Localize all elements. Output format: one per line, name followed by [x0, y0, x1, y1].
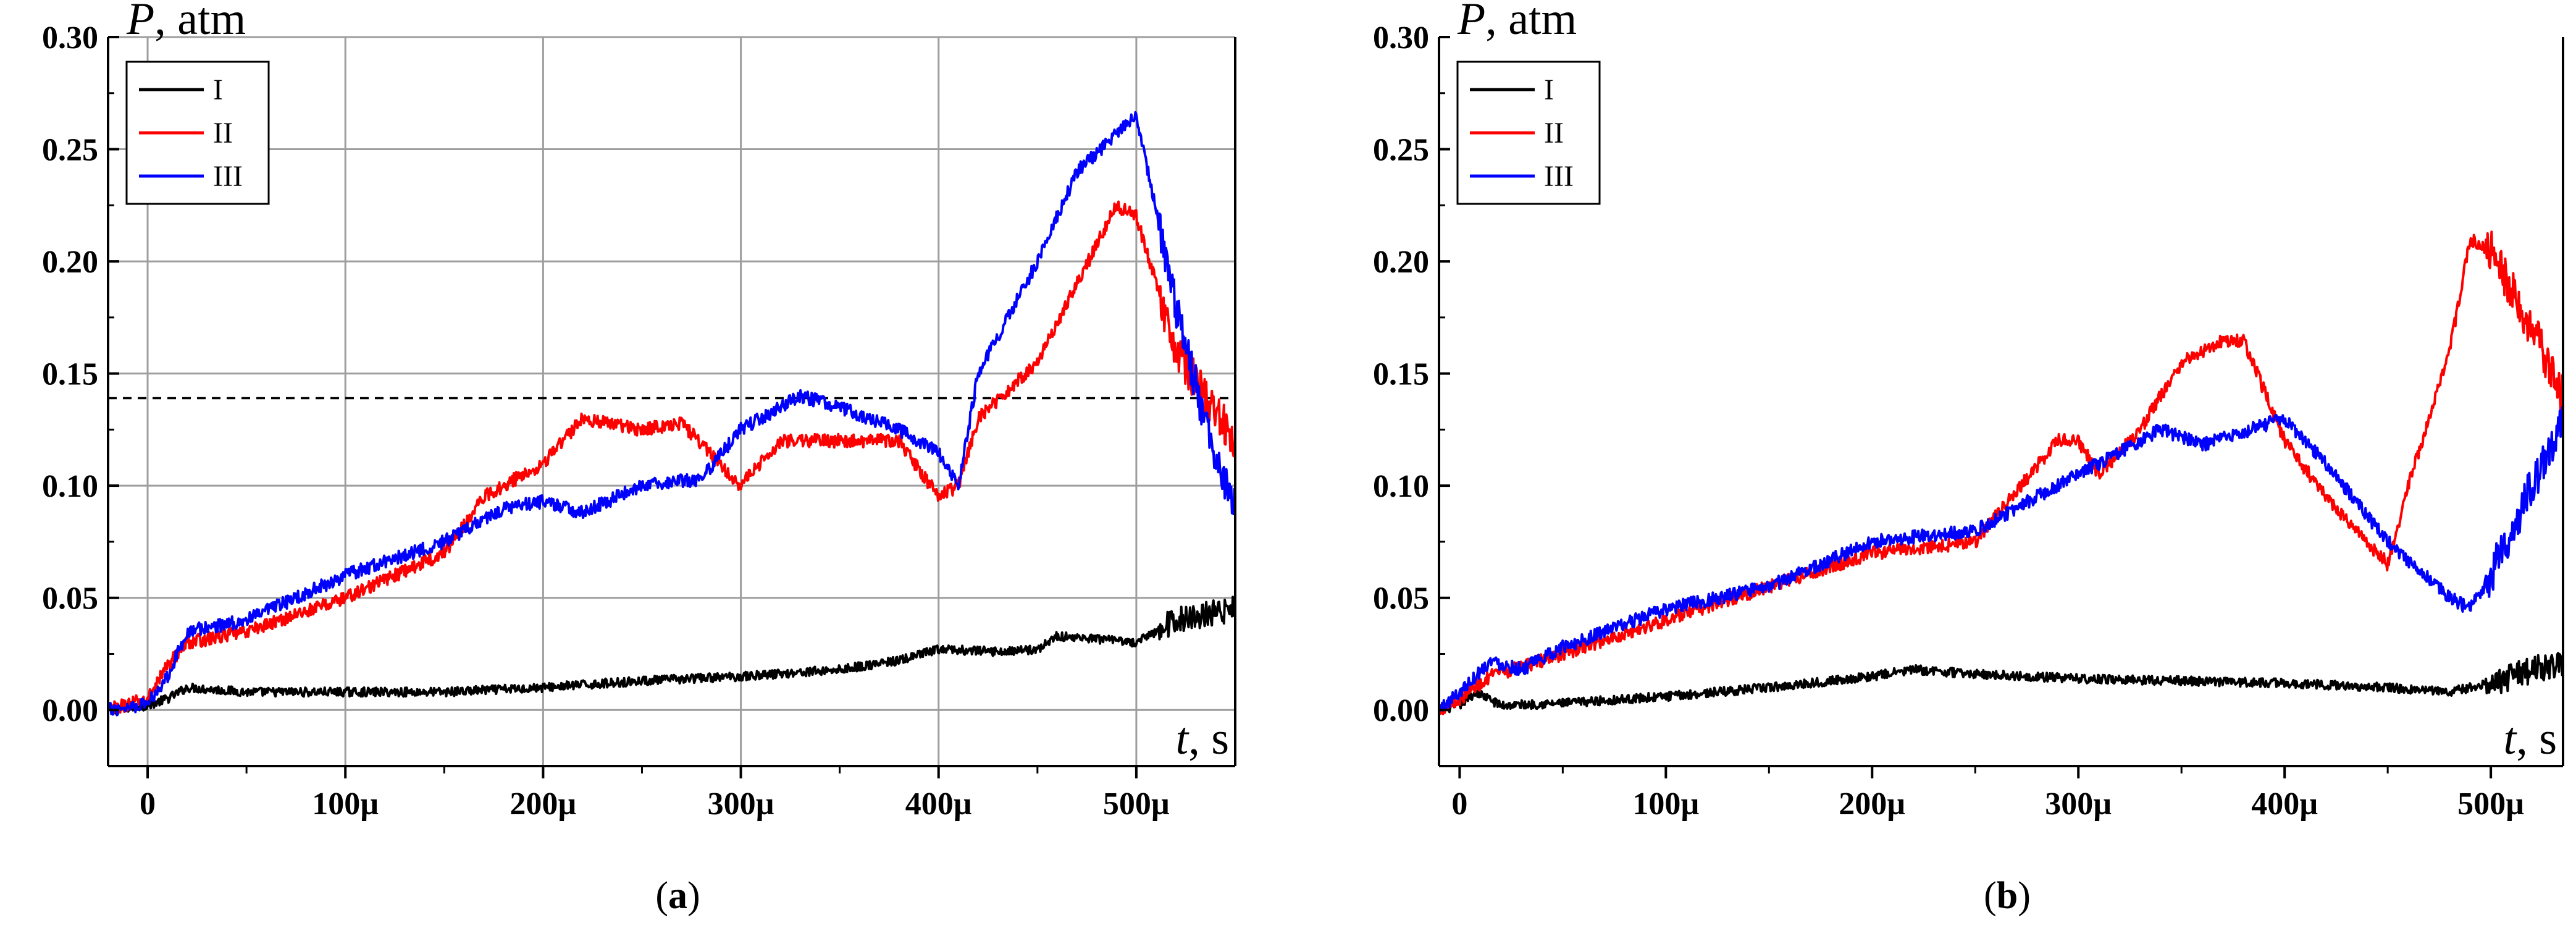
xlabel-a: t, s	[1176, 714, 1229, 764]
x-tick-label: 300µ	[2045, 786, 2112, 822]
ylabel-var-a: P	[126, 0, 154, 44]
series-line-II	[1438, 230, 2564, 715]
y-tick-label: 0.05	[42, 581, 98, 617]
ticks-b: 0.00 0.05 0.10 0.15 0.20 0.25 0.30 0 100µ 200µ 300…	[1373, 20, 2524, 822]
legend-label-I: I	[213, 74, 223, 106]
y-tick-label: 0.00	[42, 693, 98, 728]
caption-a: (a)	[655, 875, 700, 917]
y-tick-label: 0.05	[1373, 581, 1429, 617]
series-b	[1438, 230, 2564, 715]
series-line-III	[1438, 406, 2564, 712]
legend-label-III: III	[1544, 160, 1574, 193]
caption-letter-a: a	[668, 875, 687, 917]
panel-b: 0.00 0.05 0.10 0.15 0.20 0.25 0.30 0 100µ 200µ 300…	[1373, 0, 2564, 917]
legend-label-II: II	[1544, 117, 1564, 150]
grid-a	[108, 36, 1235, 766]
series-line-I	[1438, 652, 2564, 714]
y-tick-label: 0.15	[42, 357, 98, 392]
xlabel-b: t, s	[2504, 714, 2557, 764]
x-tick-label: 200µ	[1839, 786, 1905, 822]
axes-b	[1438, 37, 2564, 767]
x-tick-label: 0	[140, 786, 156, 822]
x-tick-label: 0	[1451, 786, 1467, 822]
x-tick-label: 400µ	[2251, 786, 2318, 822]
y-tick-label: 0.00	[1373, 693, 1429, 728]
series-line-I	[107, 596, 1236, 715]
y-tick-label: 0.25	[1373, 133, 1429, 168]
xlabel-var-a: t	[1176, 714, 1190, 764]
legend-label-III: III	[213, 160, 243, 193]
ylabel-var-b: P	[1457, 0, 1485, 44]
y-tick-label: 0.30	[1373, 20, 1429, 56]
ylabel-unit-b: , atm	[1485, 0, 1577, 44]
y-tick-label: 0.15	[1373, 357, 1429, 392]
y-tick-label: 0.25	[42, 133, 98, 168]
series-a	[107, 111, 1236, 717]
series-line-III	[107, 111, 1236, 717]
x-tick-label: 300µ	[708, 786, 774, 822]
x-tick-label: 100µ	[312, 786, 379, 822]
y-tick-label: 0.20	[1373, 245, 1429, 280]
legend-label-II: II	[213, 117, 233, 150]
y-tick-label: 0.10	[1373, 469, 1429, 504]
x-tick-label: 500µ	[2457, 786, 2524, 822]
caption-letter-b: b	[1997, 875, 2018, 917]
xlabel-unit-a: , s	[1188, 714, 1229, 764]
x-tick-label: 500µ	[1103, 786, 1170, 822]
caption-b: (b)	[1984, 875, 2031, 917]
y-tick-label: 0.10	[42, 469, 98, 504]
series-line-II	[107, 200, 1236, 714]
x-tick-label: 100µ	[1632, 786, 1699, 822]
ylabel-b: P, atm	[1457, 0, 1577, 44]
ylabel-unit-a: , atm	[154, 0, 246, 44]
axes-a	[107, 37, 1236, 767]
xlabel-var-b: t	[2504, 714, 2518, 764]
x-tick-label: 400µ	[905, 786, 972, 822]
legend-label-I: I	[1544, 74, 1554, 106]
xlabel-unit-b: , s	[2516, 714, 2557, 764]
ticks-a: 0.00 0.05 0.10 0.15 0.20 0.25 0.30 0 100µ 200µ 300…	[42, 20, 1170, 822]
x-tick-label: 200µ	[510, 786, 576, 822]
y-tick-label: 0.20	[42, 245, 98, 280]
ylabel-a: P, atm	[126, 0, 246, 44]
panel-a: 0.00 0.05 0.10 0.15 0.20 0.25 0.30 0 100µ 200µ 300…	[42, 0, 1236, 917]
y-tick-label: 0.30	[42, 20, 98, 56]
